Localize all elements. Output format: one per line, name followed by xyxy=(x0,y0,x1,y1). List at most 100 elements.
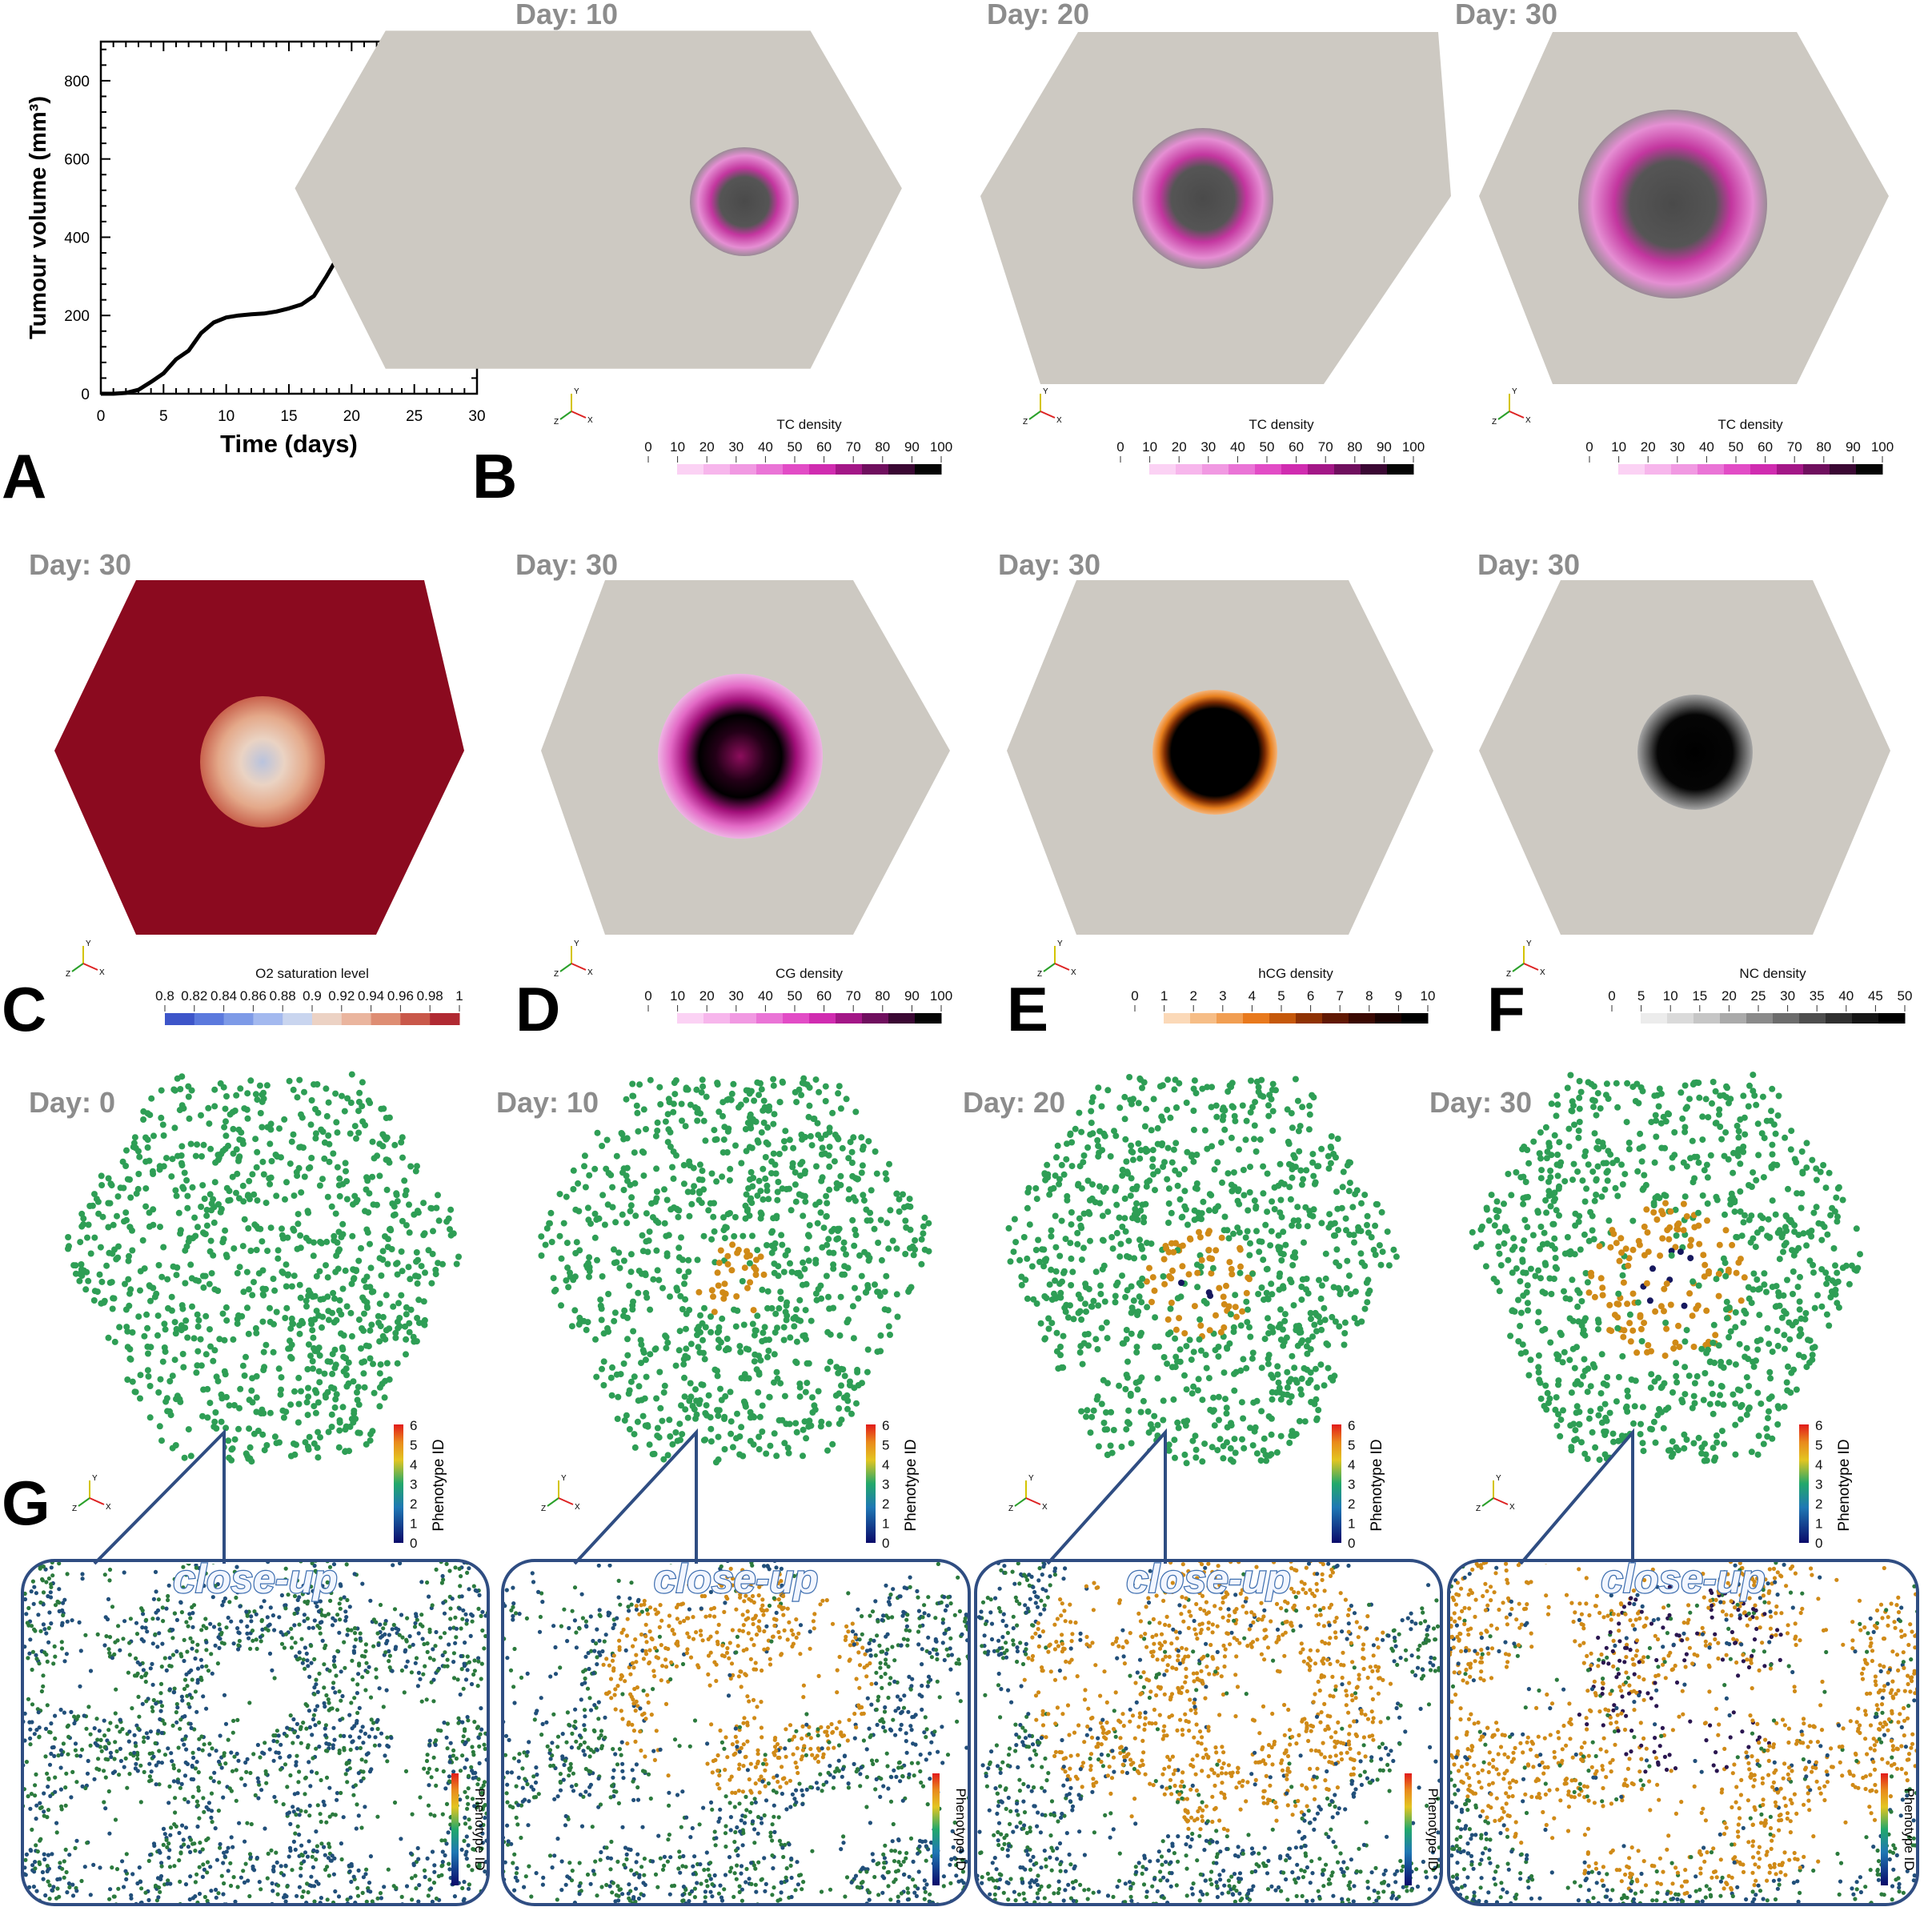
cell-agent xyxy=(1565,1249,1572,1256)
cell-agent xyxy=(621,1417,628,1424)
cell-agent xyxy=(1541,1260,1549,1267)
cell-agent xyxy=(1554,1152,1561,1158)
cell-agent xyxy=(1662,1320,1669,1326)
cell-agent xyxy=(440,1849,445,1854)
cell-agent xyxy=(864,1368,871,1376)
cell-agent xyxy=(1722,1211,1728,1218)
cell-agent xyxy=(1237,1263,1244,1270)
cell-agent xyxy=(350,1276,357,1283)
cell-agent xyxy=(863,1288,870,1296)
cell-agent xyxy=(1656,1085,1663,1092)
cell-agent xyxy=(761,1324,768,1331)
cell-agent xyxy=(1364,1212,1371,1220)
cell-agent xyxy=(1625,1392,1631,1400)
cell-agent xyxy=(1621,1327,1628,1334)
cell-agent xyxy=(1139,1245,1145,1252)
cell-agent xyxy=(746,1260,753,1267)
cell-agent xyxy=(1281,1317,1289,1324)
cell-agent xyxy=(1606,1409,1613,1416)
cell-agent xyxy=(102,1572,107,1577)
cell-agent xyxy=(1128,1100,1135,1108)
cell-agent xyxy=(1181,1330,1188,1337)
cell-agent xyxy=(1201,1127,1209,1134)
cell-agent xyxy=(1689,1137,1696,1144)
cell-agent xyxy=(672,1362,679,1369)
cell-agent xyxy=(1737,1160,1744,1168)
cell-agent xyxy=(355,1108,362,1115)
cell-agent xyxy=(1469,1228,1476,1236)
cell-agent xyxy=(748,1144,756,1152)
cell-agent xyxy=(271,1320,277,1328)
cell-agent xyxy=(736,1104,742,1111)
cell-agent xyxy=(107,1578,112,1583)
cell-agent xyxy=(831,1158,838,1165)
cell-agent xyxy=(1340,1168,1347,1176)
cell-agent xyxy=(646,1228,653,1236)
cell-agent xyxy=(1121,1116,1128,1123)
cell-agent xyxy=(348,1895,353,1900)
cell-agent xyxy=(694,1256,701,1264)
cell-agent xyxy=(247,1196,253,1203)
cell-agent xyxy=(726,1177,733,1184)
cell-agent xyxy=(1542,1382,1549,1389)
cell-agent xyxy=(127,1194,134,1201)
cell-agent xyxy=(1074,1229,1081,1236)
cell-agent xyxy=(355,1885,360,1890)
cell-agent xyxy=(338,1311,345,1318)
cell-agent xyxy=(1135,1308,1142,1315)
cell-agent xyxy=(643,1210,650,1217)
cell-agent xyxy=(282,1645,287,1650)
cell-agent xyxy=(1124,1419,1131,1426)
cell-agent xyxy=(1624,1080,1631,1087)
cell-agent xyxy=(608,1392,615,1399)
cell-agent xyxy=(677,1292,684,1300)
cell-agent xyxy=(1275,1379,1282,1386)
cell-agent xyxy=(194,1348,202,1355)
cell-agent xyxy=(573,1239,580,1246)
cell-agent xyxy=(1292,1376,1299,1384)
cell-agent xyxy=(1225,1088,1232,1095)
cell-agent xyxy=(309,1874,314,1879)
cell-agent xyxy=(295,1753,299,1758)
cell-agent xyxy=(1784,1276,1790,1284)
cell-agent xyxy=(415,1296,423,1304)
cell-agent xyxy=(1826,1169,1833,1176)
cell-agent xyxy=(627,1181,634,1188)
cell-agent xyxy=(747,1279,754,1286)
cell-agent xyxy=(303,1297,310,1304)
cell-agent xyxy=(699,1076,706,1084)
cell-agent xyxy=(85,1841,90,1845)
cell-agent xyxy=(466,1718,471,1723)
cell-agent xyxy=(1576,1420,1583,1428)
cell-agent xyxy=(126,1252,132,1260)
cell-agent xyxy=(360,1370,367,1377)
cell-agent xyxy=(196,1785,201,1790)
cell-agent xyxy=(643,1126,649,1132)
cell-agent xyxy=(1277,1306,1284,1313)
cell-agent xyxy=(1277,1396,1285,1403)
cell-agent xyxy=(1278,1257,1285,1264)
cell-agent xyxy=(1054,1142,1061,1149)
cell-agent xyxy=(442,1631,447,1636)
cell-agent xyxy=(415,1845,420,1851)
cell-agent xyxy=(1797,1326,1804,1333)
cell-agent xyxy=(1165,1185,1172,1192)
cell-agent xyxy=(253,1408,260,1416)
cell-agent xyxy=(728,1090,736,1097)
cell-agent xyxy=(759,1428,766,1435)
cell-agent xyxy=(893,1291,900,1298)
cell-agent xyxy=(1211,1422,1218,1429)
cell-agent xyxy=(1045,1315,1052,1322)
cell-agent xyxy=(395,1300,402,1307)
cell-agent xyxy=(1176,1196,1184,1203)
cell-agent xyxy=(311,1387,319,1394)
cell-agent xyxy=(202,1894,207,1900)
cell-agent xyxy=(1124,1252,1130,1260)
cell-agent xyxy=(351,1123,359,1130)
cell-agent xyxy=(812,1260,820,1267)
cell-agent xyxy=(112,1757,117,1761)
cell-agent xyxy=(793,1338,800,1345)
cell-agent xyxy=(73,1748,78,1753)
